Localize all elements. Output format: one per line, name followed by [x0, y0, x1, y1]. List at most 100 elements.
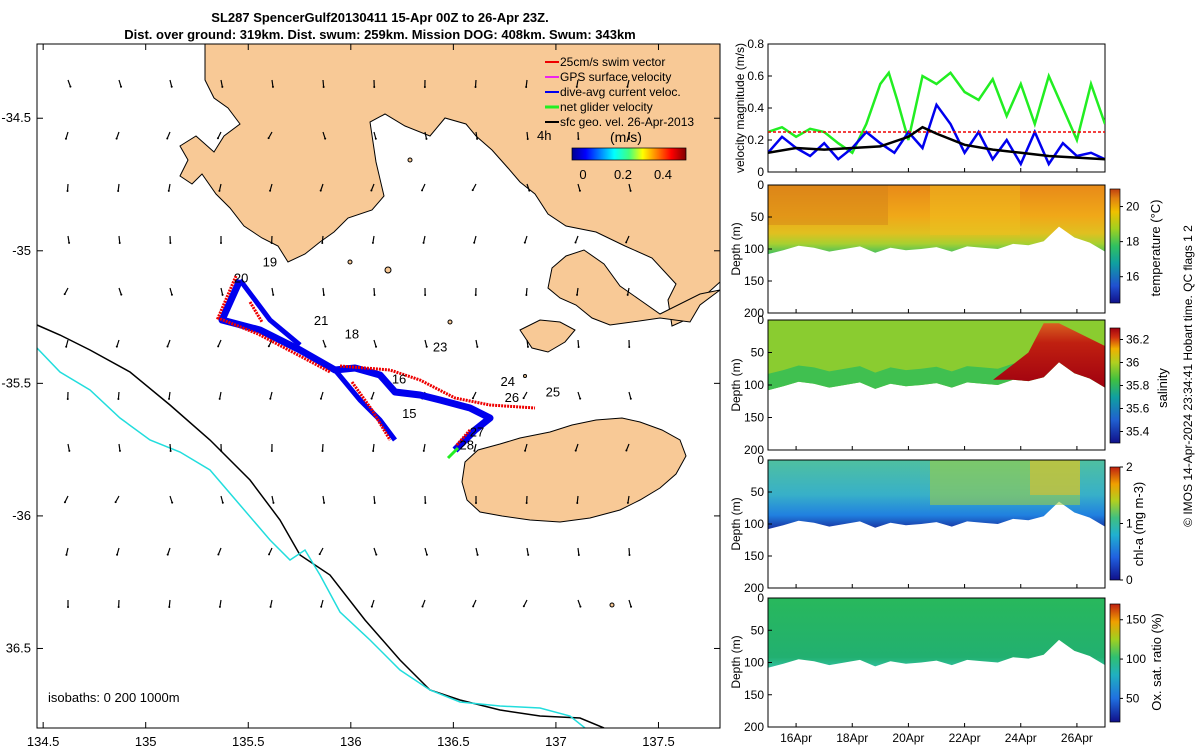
- y-tick-label: 0.8: [747, 37, 764, 51]
- velocity-arrow: [269, 599, 273, 607]
- velocity-arrow-head: [116, 553, 119, 556]
- velocity-arrow-head: [375, 553, 378, 556]
- velocity-arrow-head: [120, 293, 123, 296]
- time-tick-label: 22Apr: [949, 731, 981, 745]
- velocity-arrow-head: [574, 449, 577, 452]
- velocity-arrow-head: [65, 553, 68, 556]
- velocity-arrow-head: [269, 189, 272, 192]
- oxygen-clabel: Ox. sat. ratio (%): [1149, 613, 1164, 711]
- velocity-arrow: [576, 79, 579, 87]
- time-tick-label: 26Apr: [1061, 731, 1093, 745]
- series-line-depth-avg: [768, 125, 1105, 161]
- depth-tick-label: 150: [744, 411, 764, 425]
- velocity-arrow-head: [472, 605, 475, 608]
- velocity-arrow: [577, 599, 581, 607]
- velocity-arrow-head: [576, 501, 579, 504]
- depth-tick-label: 50: [751, 346, 765, 360]
- legend-4h: 4h: [537, 128, 551, 143]
- velocity-arrow: [422, 235, 426, 243]
- velocity-arrow-head: [522, 397, 525, 400]
- velocity-arrow-head: [322, 85, 325, 88]
- colorbar-tick-label: 150: [1126, 613, 1146, 627]
- velocity-arrow-head: [375, 345, 378, 348]
- lon-tick-label: 137: [545, 734, 567, 749]
- depth-tick-label: 0: [757, 453, 764, 467]
- velocity-arrow-head: [628, 553, 631, 556]
- velocity-arrow-head: [625, 449, 628, 452]
- velocity-arrow: [577, 547, 580, 556]
- velocity-arrow-head: [220, 242, 222, 244]
- velocity-arrow-head: [421, 189, 424, 192]
- velocity-arrow-head: [473, 241, 476, 244]
- velocity-arrow-head: [67, 606, 69, 608]
- velocity-arrow-head: [267, 345, 270, 348]
- velocity-arrow: [626, 79, 630, 87]
- velocity-arrow-head: [65, 345, 68, 348]
- velocity-arrow-head: [267, 137, 270, 140]
- velocity-arrow-head: [269, 605, 272, 608]
- velocity-arrow: [526, 131, 529, 140]
- velocity-arrow-head: [473, 449, 476, 452]
- velocity-arrow-head: [524, 449, 527, 452]
- velocity-arrow: [523, 391, 528, 399]
- velocity-arrow-head: [217, 345, 220, 348]
- velocity-arrow: [370, 183, 375, 191]
- velocity-arrow: [371, 599, 375, 607]
- depth-ylabel: Depth (m): [730, 358, 743, 411]
- time-tick-label: 24Apr: [1005, 731, 1037, 745]
- velocity-arrow-head: [422, 449, 425, 452]
- velocity-arrow-head: [579, 397, 582, 400]
- legend-item: sfc geo. vel. 26-Apr-2013: [560, 115, 694, 129]
- velocity-arrow-head: [216, 137, 219, 140]
- velocity-arrow-head: [323, 501, 326, 504]
- velocity-arrow-head: [319, 397, 322, 400]
- velocity-arrow-head: [170, 85, 173, 88]
- legend-item: 25cm/s swim vector: [560, 55, 665, 69]
- legend-item: GPS surface velocity: [560, 70, 671, 84]
- depth-tick-label: 50: [751, 623, 765, 637]
- colorbar-tick-label: 100: [1126, 652, 1146, 666]
- velocity-arrow-head: [166, 553, 169, 556]
- temperature-field: [768, 185, 1105, 255]
- velocity-arrow: [67, 443, 70, 451]
- map-colorbar: 0 0.2 0.4: [571, 147, 687, 182]
- colorbar-tick-label: 1: [1126, 517, 1133, 531]
- velocity-arrow-head: [425, 345, 428, 348]
- velocity-arrow: [472, 183, 477, 191]
- day-label: 21: [314, 313, 328, 328]
- velocity-arrow-head: [115, 137, 118, 140]
- velocity-arrow: [524, 235, 528, 243]
- salinity-colorbar: [1109, 327, 1121, 444]
- day-label: 15: [402, 406, 416, 421]
- velocity-arrow: [169, 443, 172, 452]
- depth-tick-label: 200: [744, 306, 764, 320]
- velocity-arrow-head: [628, 138, 630, 140]
- velocity-arrow: [167, 547, 171, 555]
- lat-tick-label: -34.5: [1, 110, 31, 125]
- velocity-arrow: [322, 79, 325, 88]
- velocity-arrow: [116, 547, 120, 555]
- small-islands: [347, 157, 615, 608]
- velocity-arrow: [472, 599, 477, 607]
- lat-tick-label: -35: [12, 243, 31, 258]
- velocity-panel: 0 0.2 0.4 0.6 0.8 velocity magnitude (m/s): [733, 37, 1106, 179]
- velocity-arrow-head: [522, 605, 525, 608]
- depth-tick-label: 0: [757, 178, 764, 192]
- velocity-arrow: [424, 339, 428, 347]
- velocity-arrow-head: [117, 397, 120, 400]
- series-line-dive-avg-current-veloc-: [768, 102, 1105, 167]
- velocity-arrow: [526, 339, 529, 348]
- velocity-arrow: [322, 131, 326, 139]
- velocity-arrow: [371, 391, 375, 399]
- velocity-arrow: [373, 339, 377, 347]
- velocity-arrow: [525, 79, 528, 88]
- land-yorke-peninsula: [547, 249, 720, 326]
- time-series-panels: 0 0.2 0.4 0.6 0.8 velocity magnitude (m/s) 0…: [730, 37, 1170, 745]
- velocity-arrow: [169, 79, 173, 87]
- colorbar-tick-label: 16: [1126, 270, 1140, 284]
- velocity-arrow-head: [374, 137, 377, 140]
- velocity-arrow: [321, 235, 324, 244]
- glider-track-green: [446, 446, 460, 460]
- velocity-arrow-head: [324, 137, 327, 140]
- velocity-arrow-head: [321, 449, 324, 452]
